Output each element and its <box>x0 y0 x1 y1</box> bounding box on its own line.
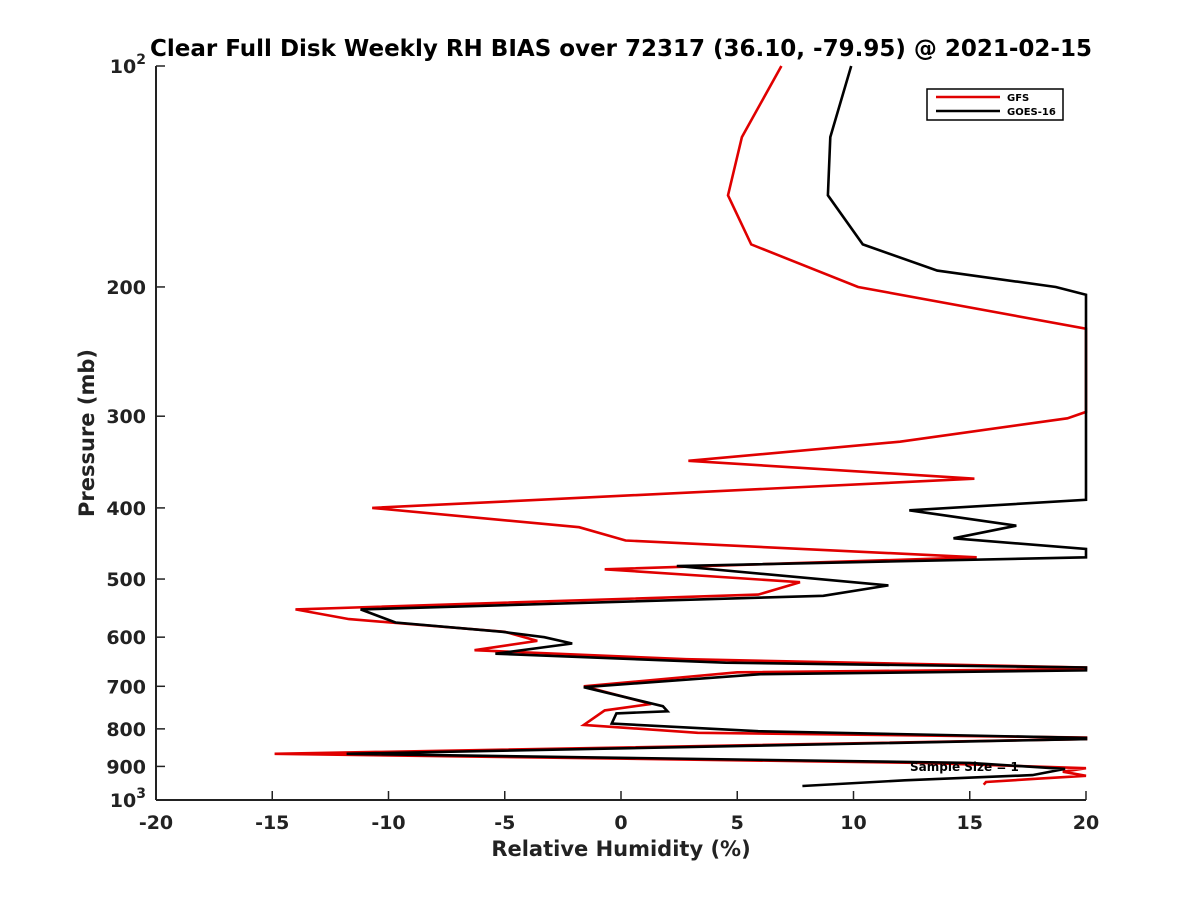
y-tick-exponent: 3 <box>136 786 146 802</box>
x-tick-label: -20 <box>139 812 173 834</box>
series-line-goes16 <box>346 65 1088 788</box>
y-tick-label: 500 <box>106 569 146 591</box>
x-tick-label: -15 <box>255 812 289 834</box>
legend: GFS GOES-16 <box>926 88 1064 121</box>
legend-box <box>926 88 1064 121</box>
series-line-gfs <box>274 65 1088 786</box>
y-tick-label: 700 <box>106 676 146 698</box>
chart-title: Clear Full Disk Weekly RH BIAS over 7231… <box>150 36 1092 62</box>
y-tick-base: 10 <box>110 790 136 812</box>
y-tick-label: 900 <box>106 756 146 778</box>
y-tick-label: 103 <box>110 786 146 812</box>
y-tick-label: 800 <box>106 719 146 741</box>
x-tick-label: 15 <box>957 812 983 834</box>
legend-label-goes16: GOES-16 <box>1007 107 1056 118</box>
x-tick-label: 20 <box>1073 812 1099 834</box>
x-axis-label: Relative Humidity (%) <box>491 837 750 861</box>
sample-size-annotation: Sample Size = 1 <box>910 760 1019 774</box>
x-tick-label: 5 <box>731 812 744 834</box>
x-tick-label: 10 <box>840 812 866 834</box>
x-tick-label: -5 <box>494 812 515 834</box>
x-tick-label: -10 <box>371 812 405 834</box>
y-tick-exponent: 2 <box>136 52 146 68</box>
x-tick-label: 0 <box>614 812 627 834</box>
y-axis-label: Pressure (mb) <box>75 349 99 517</box>
y-tick-label: 300 <box>106 406 146 428</box>
y-tick-base: 10 <box>110 56 136 78</box>
y-tick-label: 400 <box>106 498 146 520</box>
series-layer <box>274 65 1088 788</box>
y-tick-label: 600 <box>106 627 146 649</box>
x-ticks: -20 -15 -10 -5 0 5 10 15 20 <box>139 791 1099 834</box>
legend-label-gfs: GFS <box>1007 93 1029 104</box>
y-tick-label: 102 <box>110 52 146 78</box>
y-tick-label: 200 <box>106 277 146 299</box>
plot-area <box>156 66 1086 800</box>
